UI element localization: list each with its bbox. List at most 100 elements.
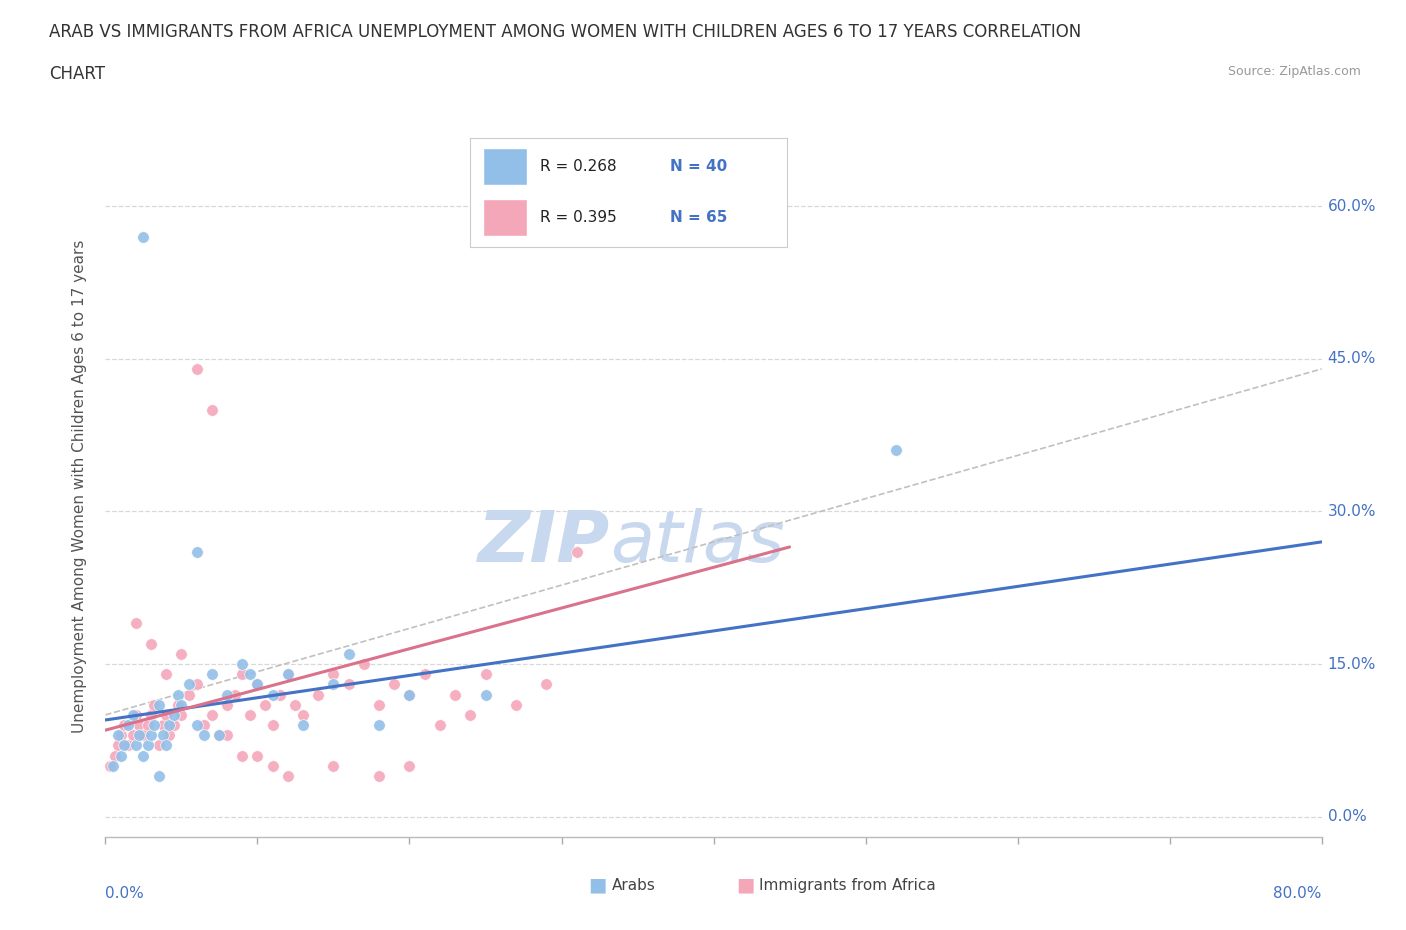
- Point: [277, 667, 299, 682]
- Text: atlas: atlas: [610, 508, 785, 577]
- Point: [103, 748, 125, 763]
- Point: [152, 728, 174, 743]
- Point: [277, 667, 299, 682]
- Point: [201, 667, 224, 682]
- Point: [444, 687, 467, 702]
- Point: [269, 687, 291, 702]
- Text: 0.0%: 0.0%: [1327, 809, 1367, 824]
- Point: [193, 728, 215, 743]
- Point: [177, 677, 200, 692]
- Point: [155, 738, 177, 753]
- Point: [277, 768, 299, 783]
- Point: [132, 229, 155, 244]
- Point: [107, 738, 129, 753]
- Point: [139, 708, 162, 723]
- Point: [239, 708, 262, 723]
- Point: [353, 657, 375, 671]
- Point: [136, 738, 159, 753]
- Point: [112, 738, 135, 753]
- Text: ■: ■: [735, 876, 755, 895]
- Point: [458, 708, 481, 723]
- Point: [128, 718, 150, 733]
- Point: [152, 718, 174, 733]
- Text: 15.0%: 15.0%: [1327, 657, 1376, 671]
- Point: [262, 687, 284, 702]
- Point: [148, 738, 170, 753]
- Point: [110, 748, 132, 763]
- Text: ZIP: ZIP: [478, 508, 610, 577]
- Text: ARAB VS IMMIGRANTS FROM AFRICA UNEMPLOYMENT AMONG WOMEN WITH CHILDREN AGES 6 TO : ARAB VS IMMIGRANTS FROM AFRICA UNEMPLOYM…: [49, 23, 1081, 41]
- Point: [143, 698, 166, 712]
- Point: [246, 677, 269, 692]
- Text: Immigrants from Africa: Immigrants from Africa: [759, 878, 936, 893]
- Point: [201, 402, 224, 417]
- Point: [139, 636, 162, 651]
- Point: [505, 698, 527, 712]
- Point: [157, 718, 180, 733]
- Point: [170, 698, 193, 712]
- Point: [208, 728, 231, 743]
- Point: [110, 728, 132, 743]
- Point: [186, 362, 208, 377]
- Point: [167, 698, 190, 712]
- Point: [217, 687, 239, 702]
- Point: [254, 698, 277, 712]
- Point: [368, 698, 391, 712]
- Point: [246, 677, 269, 692]
- Point: [231, 748, 253, 763]
- Point: [565, 545, 588, 560]
- Point: [201, 708, 224, 723]
- Point: [155, 708, 177, 723]
- Text: 80.0%: 80.0%: [1274, 886, 1322, 901]
- Point: [186, 718, 208, 733]
- Point: [125, 616, 148, 631]
- Point: [107, 728, 129, 743]
- Point: [284, 698, 307, 712]
- Point: [368, 718, 391, 733]
- Point: [101, 758, 124, 773]
- Point: [132, 728, 155, 743]
- Point: [217, 698, 239, 712]
- Point: [112, 718, 135, 733]
- Point: [117, 718, 139, 733]
- Point: [307, 687, 329, 702]
- Point: [208, 728, 231, 743]
- Point: [148, 768, 170, 783]
- Point: [231, 667, 253, 682]
- Point: [163, 708, 186, 723]
- Y-axis label: Unemployment Among Women with Children Ages 6 to 17 years: Unemployment Among Women with Children A…: [72, 239, 87, 733]
- Point: [117, 738, 139, 753]
- Point: [398, 687, 420, 702]
- Point: [170, 646, 193, 661]
- Point: [224, 687, 246, 702]
- Point: [382, 677, 405, 692]
- Text: Source: ZipAtlas.com: Source: ZipAtlas.com: [1227, 65, 1361, 78]
- Point: [143, 718, 166, 733]
- Point: [239, 667, 262, 682]
- Text: 45.0%: 45.0%: [1327, 352, 1376, 366]
- Point: [292, 718, 315, 733]
- Point: [98, 758, 121, 773]
- Point: [262, 718, 284, 733]
- Point: [128, 728, 150, 743]
- Point: [139, 728, 162, 743]
- Point: [125, 738, 148, 753]
- Point: [322, 677, 344, 692]
- Point: [262, 758, 284, 773]
- Point: [121, 708, 143, 723]
- Text: ■: ■: [588, 876, 607, 895]
- Point: [474, 667, 496, 682]
- Point: [163, 718, 186, 733]
- Point: [398, 758, 420, 773]
- Point: [413, 667, 436, 682]
- Point: [155, 667, 177, 682]
- Point: [132, 748, 155, 763]
- Point: [157, 728, 180, 743]
- Point: [125, 708, 148, 723]
- Point: [148, 698, 170, 712]
- Point: [121, 728, 143, 743]
- Text: Arabs: Arabs: [612, 878, 655, 893]
- Point: [167, 687, 190, 702]
- Point: [177, 687, 200, 702]
- Point: [398, 687, 420, 702]
